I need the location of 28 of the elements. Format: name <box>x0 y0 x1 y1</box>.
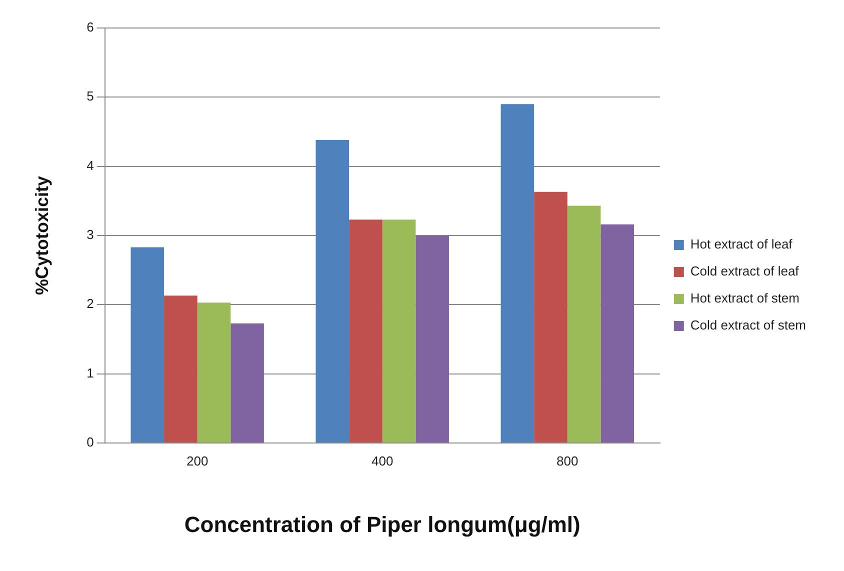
legend-label: Hot extract of stem <box>690 290 800 306</box>
bar <box>416 236 449 442</box>
bar <box>164 296 198 442</box>
x-tick-label: 800 <box>556 453 578 468</box>
y-tick-label: 3 <box>86 227 94 242</box>
bar <box>382 220 416 442</box>
bar <box>567 206 601 442</box>
y-tick-label: 5 <box>86 88 94 104</box>
y-tick-label: 0 <box>86 434 94 450</box>
y-tick-label: 4 <box>86 158 94 173</box>
bar <box>500 104 534 442</box>
y-tick-label: 1 <box>86 365 94 380</box>
bar <box>534 192 568 442</box>
y-axis-title: %Cytotoxicity <box>32 176 52 296</box>
x-tick-label: 400 <box>372 453 394 468</box>
y-tick-label: 6 <box>86 20 94 35</box>
bar <box>600 224 634 442</box>
x-axis-title: Concentration of Piper longum(μg/ml) <box>184 512 580 537</box>
bar <box>349 220 382 442</box>
x-tick-label: 200 <box>186 453 208 468</box>
bar <box>316 140 350 442</box>
bar <box>230 323 264 442</box>
legend-label: Hot extract of leaf <box>690 236 793 252</box>
legend-label: Cold extract of leaf <box>690 264 800 279</box>
y-tick-label: 2 <box>86 296 94 312</box>
bar <box>197 302 231 442</box>
bar <box>130 247 164 442</box>
legend-label: Cold extract of stem <box>690 318 806 333</box>
